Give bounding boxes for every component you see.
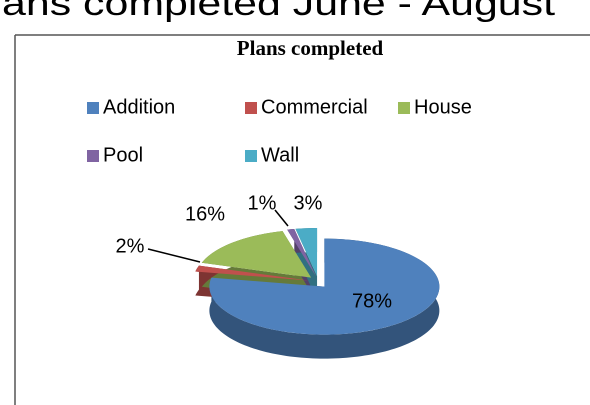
data-label: 3% <box>294 192 323 214</box>
legend-label: Addition <box>103 96 175 118</box>
legend-swatch <box>87 102 99 114</box>
legend-label: Wall <box>261 144 299 166</box>
page-heading: ans completed June - August <box>2 0 556 23</box>
slice <box>295 228 318 277</box>
data-label: 78% <box>352 290 392 312</box>
slice <box>195 265 309 281</box>
legend-swatch <box>87 150 99 162</box>
legend-swatch <box>245 102 257 114</box>
slice <box>201 231 312 278</box>
leader-line <box>147 248 201 263</box>
chart-title: Plans completed <box>237 36 384 60</box>
data-label: 1% <box>248 192 277 214</box>
legend-label: House <box>414 96 472 118</box>
slice <box>287 228 316 277</box>
data-label: 16% <box>185 203 225 225</box>
legend-swatch <box>245 150 257 162</box>
leader-line <box>274 209 289 227</box>
data-label: 2% <box>116 235 145 257</box>
legend-label: Pool <box>103 144 143 166</box>
legend-label: Commercial <box>261 96 368 118</box>
legend-swatch <box>398 102 410 114</box>
slice <box>209 238 440 335</box>
